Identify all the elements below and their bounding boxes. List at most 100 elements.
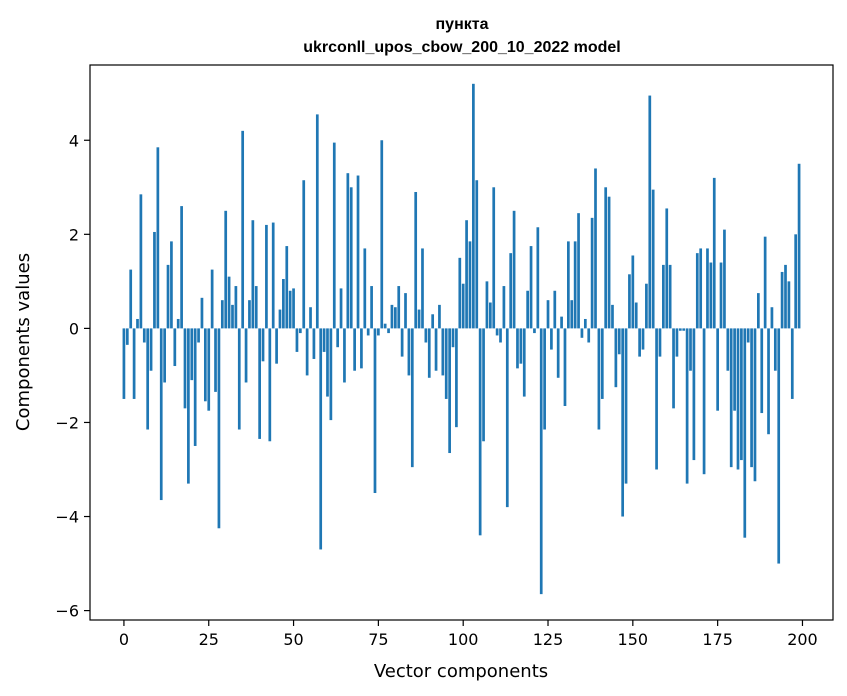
bar-144 [611,304,614,329]
bar-197 [790,328,794,399]
bar-153 [641,328,645,350]
bar-185 [750,328,753,468]
bar-184 [746,328,750,343]
bar-23 [200,297,204,329]
bar-27 [214,328,217,392]
bar-82 [400,328,404,357]
bar-91 [431,314,435,329]
bar-40 [258,328,261,439]
y-tick-label: 0 [69,319,79,338]
bar-76 [380,140,384,329]
bar-123 [539,328,543,595]
bar-67 [349,187,353,329]
bar-192 [773,328,777,371]
bar-45 [275,328,278,364]
bar-1 [125,328,129,345]
bar-20 [190,328,194,381]
bar-195 [784,264,787,329]
bar-49 [288,290,292,329]
bar-178 [726,328,730,371]
bar-24 [203,328,207,402]
bar-73 [370,286,373,329]
bar-131 [567,241,570,329]
bar-16 [176,318,180,329]
bar-134 [577,213,580,329]
bar-193 [777,328,781,564]
bar-187 [757,293,760,329]
bar-56 [312,328,316,359]
bar-75 [377,328,380,336]
bar-105 [478,328,482,536]
bar-87 [417,309,421,329]
bar-172 [706,248,709,329]
bar-28 [217,328,221,529]
bar-21 [193,328,197,446]
bar-64 [339,288,343,329]
bar-29 [220,300,224,329]
bar-61 [329,328,333,421]
bar-159 [662,264,665,329]
bar-107 [485,281,489,329]
bar-36 [244,328,248,383]
bar-15 [173,328,177,367]
bar-80 [393,307,397,329]
bar-137 [587,328,591,343]
bar-86 [414,191,418,329]
bar-85 [410,328,414,468]
bar-124 [543,328,546,430]
bar-93 [438,304,441,329]
bar-109 [492,187,496,329]
bar-118 [522,328,526,397]
bar-42 [265,224,268,329]
bar-71 [363,248,367,329]
bar-110 [495,328,499,336]
bar-2 [129,269,133,329]
bar-34 [237,328,241,430]
bar-149 [628,274,631,329]
bar-127 [553,290,557,329]
x-tick-label: 200 [787,630,818,649]
bar-145 [614,328,618,388]
bar-139 [594,168,597,329]
bar-158 [658,328,662,357]
bar-194 [780,271,784,329]
bar-190 [767,328,770,435]
bar-136 [583,318,587,329]
bar-62 [332,142,336,329]
x-tick-label: 150 [618,630,649,649]
bar-0 [122,328,126,399]
bar-7 [146,328,150,430]
bar-106 [482,328,485,442]
bar-5 [139,194,143,329]
bar-100 [461,283,465,329]
bar-70 [360,328,363,369]
bar-173 [709,262,713,329]
y-tick-label: 4 [69,131,79,150]
bar-104 [475,180,479,329]
bar-47 [282,279,285,329]
bar-199 [797,163,801,329]
bar-146 [617,328,621,355]
bar-177 [723,229,726,329]
bar-10 [156,147,160,329]
bar-52 [298,328,302,334]
bar-74 [373,328,377,494]
bar-180 [733,328,736,411]
bar-4 [136,318,139,329]
bar-69 [356,175,360,329]
bar-152 [638,328,641,357]
bar-54 [305,328,309,376]
bar-35 [241,130,245,329]
bar-138 [590,217,594,329]
bar-191 [770,307,774,329]
chart-subtitle: ukrconll_upos_cbow_200_10_2022 model [303,39,620,56]
bar-133 [573,241,577,329]
bar-120 [529,246,533,329]
y-tick-label: −6 [55,602,79,621]
y-tick-label: −2 [55,413,79,432]
bar-171 [702,328,706,475]
bar-33 [234,286,238,329]
x-tick-label: 25 [199,630,219,649]
bar-12 [163,328,166,383]
